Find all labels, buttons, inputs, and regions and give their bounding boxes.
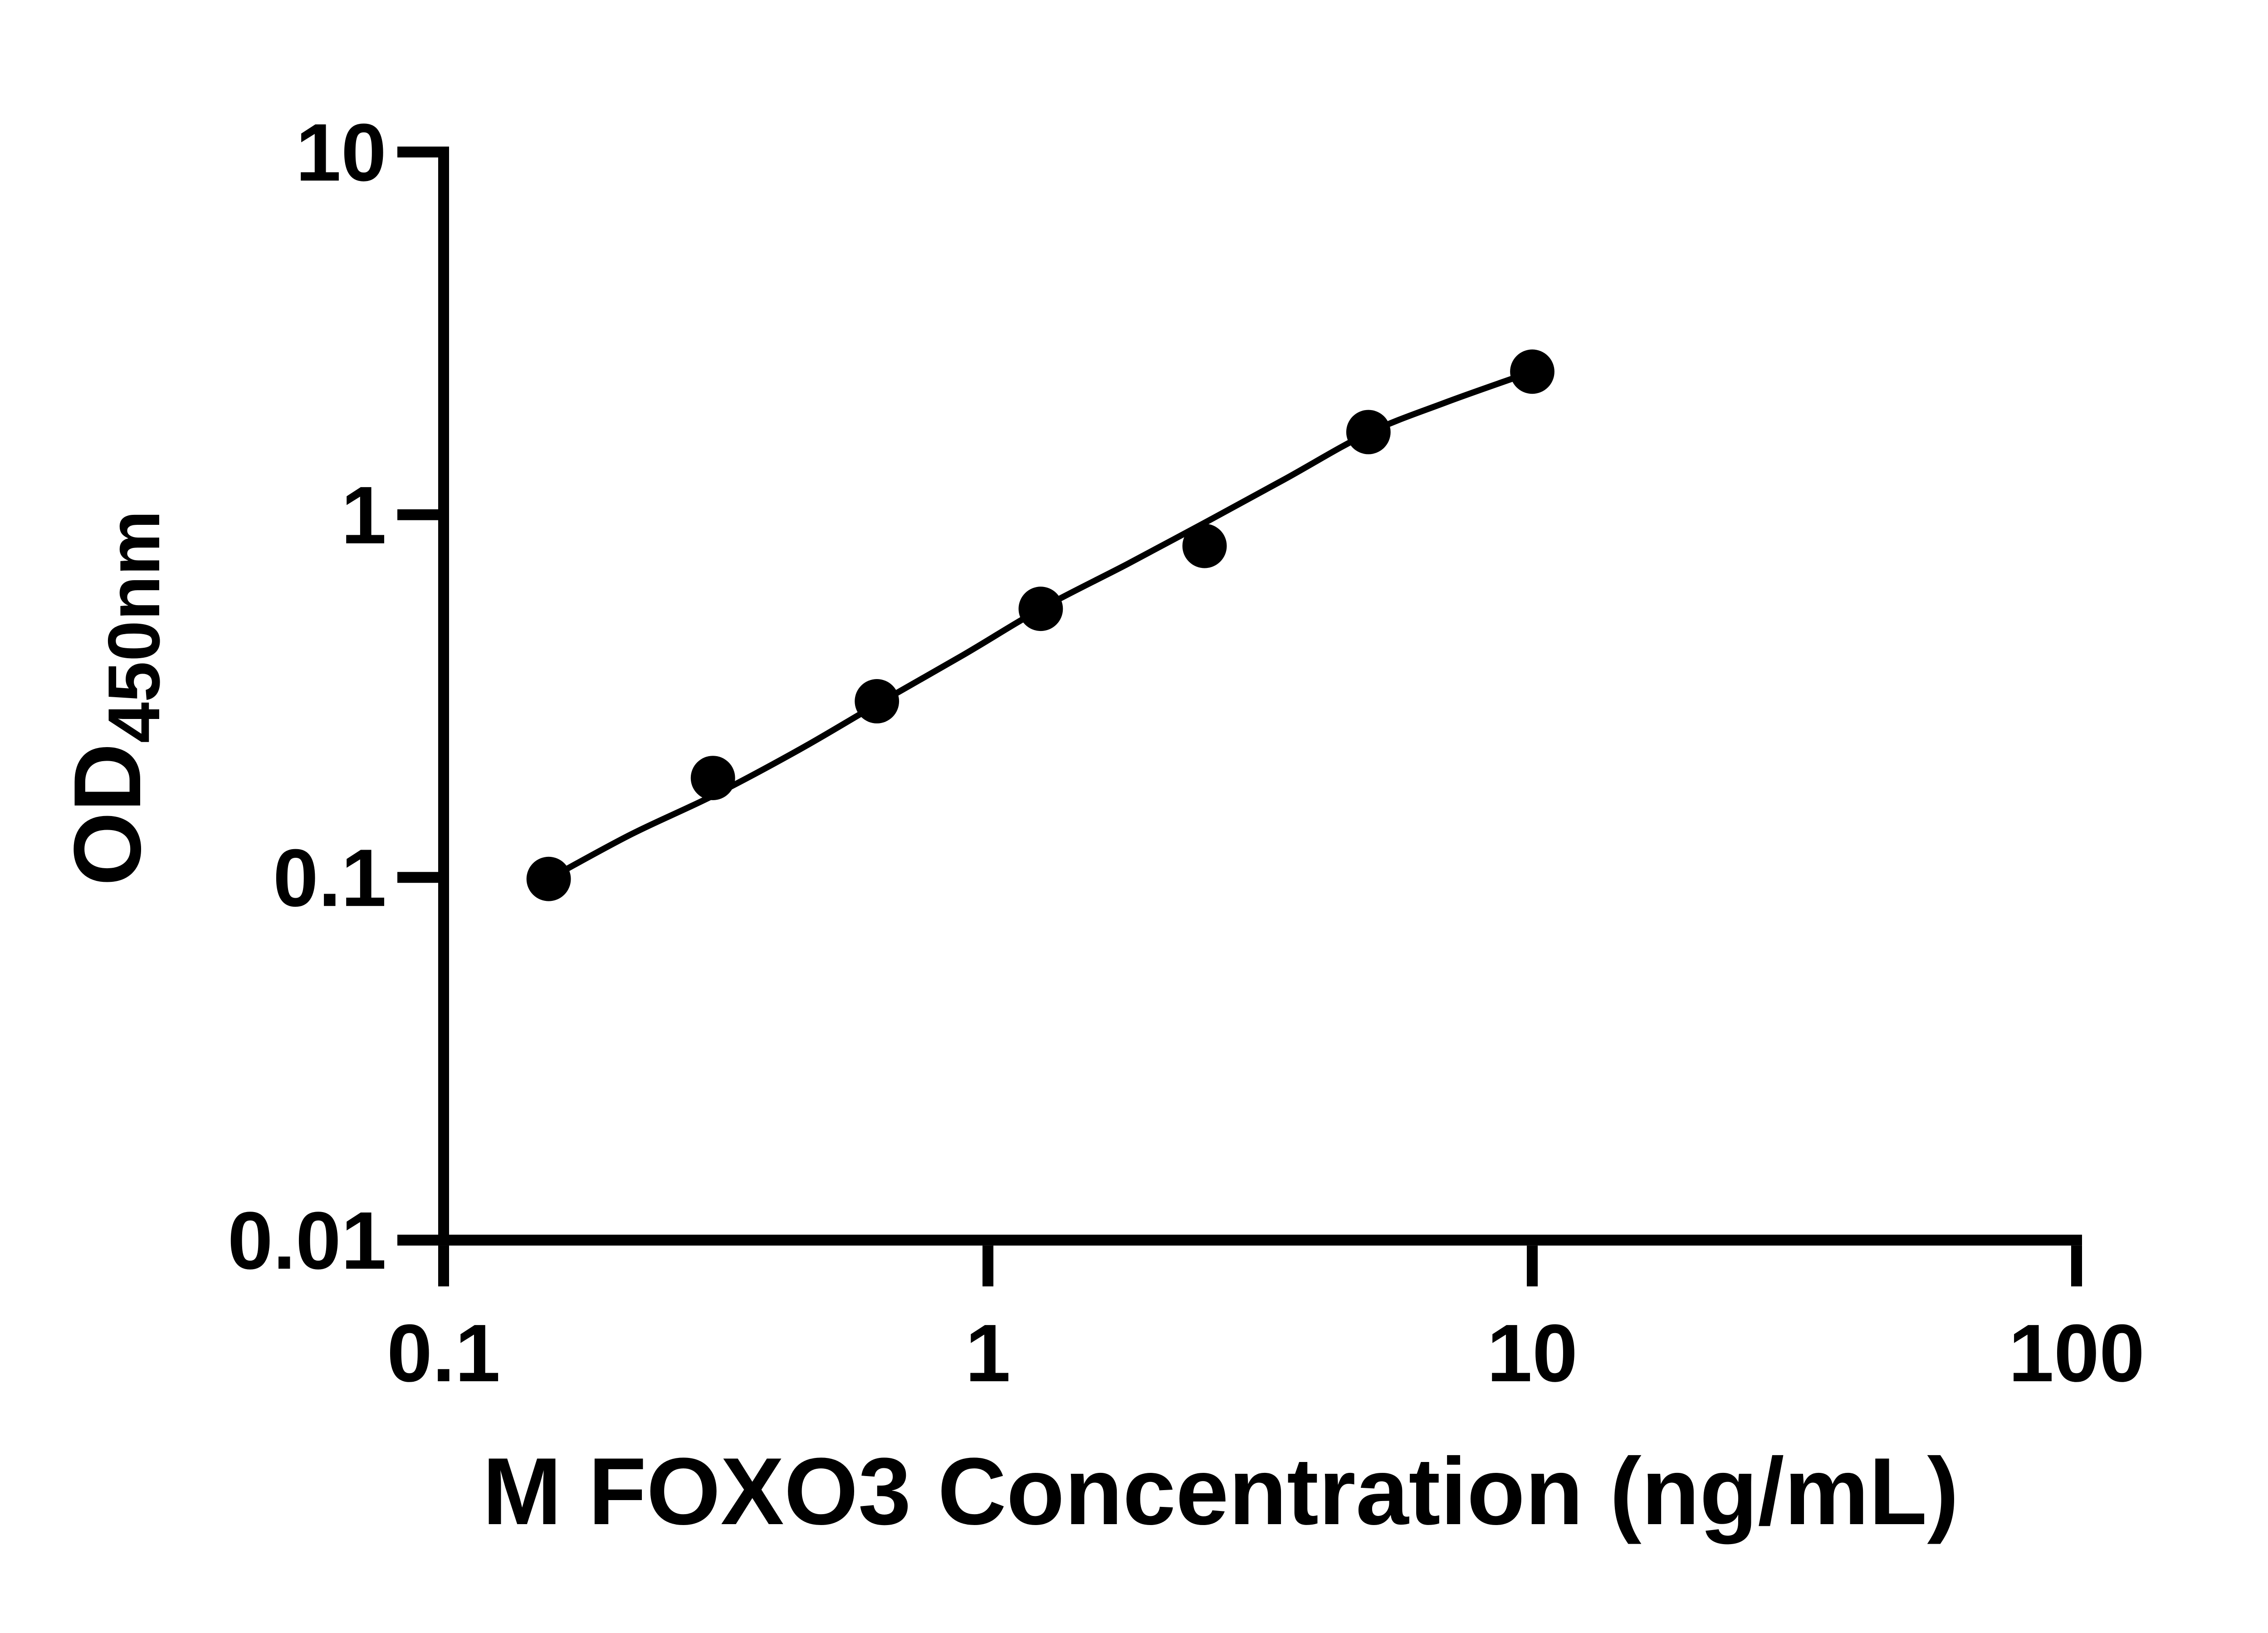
y-axis-title-main: OD — [54, 743, 161, 886]
x-axis-title: M FOXO3 Concentration (ng/mL) — [483, 1438, 1959, 1545]
data-point — [526, 856, 571, 901]
y-tick-label: 0.01 — [228, 1195, 386, 1286]
y-axis-title: OD450nm — [54, 510, 175, 886]
data-point — [690, 756, 735, 800]
x-tick-label: 1 — [965, 1308, 1011, 1399]
x-tick-label: 0.1 — [387, 1308, 500, 1399]
axes — [438, 147, 2082, 1246]
data-point — [1510, 349, 1554, 394]
data-point — [855, 679, 899, 724]
tick-marks — [397, 147, 2082, 1286]
data-point — [1018, 587, 1063, 631]
series-layer — [526, 349, 1554, 901]
y-tick-label: 1 — [341, 470, 386, 561]
x-tick-label: 100 — [2009, 1308, 2145, 1399]
y-tick-label: 10 — [296, 107, 386, 198]
data-point — [1346, 410, 1391, 455]
y-tick-label: 0.1 — [273, 832, 386, 924]
y-axis-title-subscript: 450nm — [93, 510, 175, 743]
data-point — [1182, 523, 1227, 568]
x-tick-label: 10 — [1487, 1308, 1578, 1399]
